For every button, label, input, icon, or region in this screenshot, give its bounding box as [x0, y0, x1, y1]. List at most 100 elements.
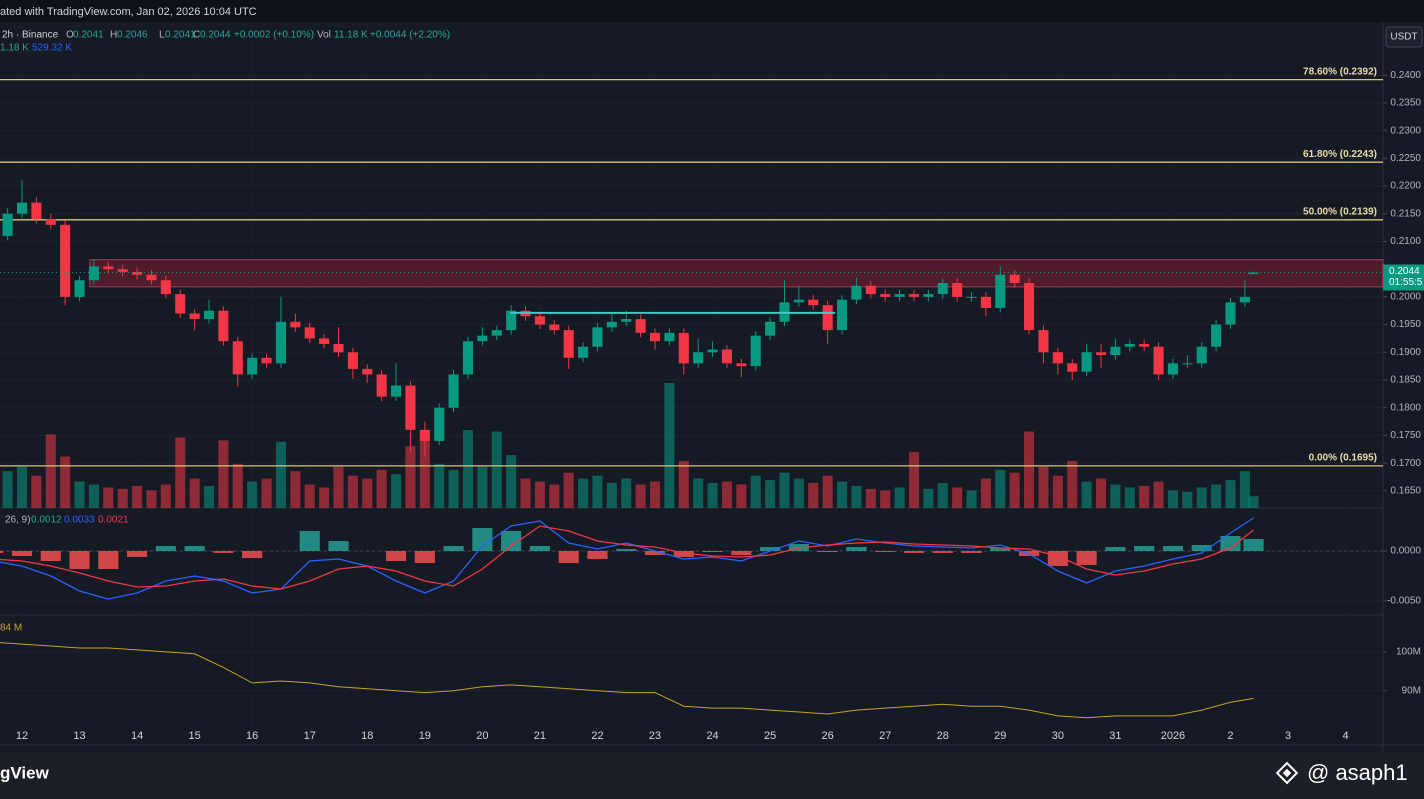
- candle-body: [1009, 274, 1020, 284]
- candle-body: [189, 313, 200, 320]
- candle-body: [1124, 343, 1135, 347]
- volume-bar: [1110, 484, 1121, 508]
- volume-bar: [952, 487, 963, 508]
- macd-histogram: [242, 551, 263, 558]
- candle-body: [2, 213, 13, 236]
- candle-body: [822, 305, 833, 331]
- y-tick-label: 0.2150: [1390, 208, 1421, 219]
- x-tick-label: 26: [822, 730, 834, 742]
- c-label: C: [193, 30, 200, 41]
- x-tick-label: 3: [1285, 730, 1291, 742]
- volume-bar: [793, 478, 804, 508]
- volume-bar: [45, 434, 56, 508]
- vol-label: Vol: [317, 30, 331, 41]
- x-tick-label: 31: [1109, 730, 1121, 742]
- volume-bar: [434, 463, 445, 508]
- candle-body: [16, 202, 28, 214]
- macd-histogram: [1105, 547, 1126, 551]
- candle-body: [793, 299, 804, 303]
- legend: 2h · Binance O 0.2041 H 0.2046 L 0.2041 …: [0, 30, 450, 634]
- volume-bar: [980, 478, 991, 508]
- volume-bar: [1024, 431, 1035, 508]
- candle-body: [563, 330, 574, 358]
- volume-bar: [808, 483, 819, 508]
- x-tick-label: 4: [1343, 730, 1349, 742]
- y-tick-label: 0.1900: [1390, 347, 1421, 358]
- macd-histogram: [846, 547, 867, 551]
- volume-bar: [405, 446, 416, 508]
- candle-body: [649, 332, 661, 342]
- currency-button[interactable]: [1385, 26, 1423, 48]
- volume-bar: [319, 487, 330, 508]
- candle-body: [1110, 346, 1121, 356]
- vol-ma: 1.18 K: [0, 43, 29, 54]
- volume-bar: [908, 452, 920, 508]
- volume-bar: [894, 487, 905, 508]
- volume-bar: [1211, 484, 1222, 508]
- candle-body: [750, 335, 761, 367]
- macd-histogram: [990, 548, 1011, 551]
- candle-body: [678, 332, 689, 364]
- signal-value: 0.0021: [98, 515, 129, 526]
- macd-line: [0, 517, 1254, 600]
- x-tick-label: 22: [591, 730, 603, 742]
- x-tick-label: 19: [419, 730, 431, 742]
- macd-histogram: [1243, 539, 1264, 551]
- volume-bar: [1067, 460, 1078, 508]
- volume-bar: [865, 488, 876, 508]
- candle-body: [434, 407, 445, 441]
- candle-body: [578, 346, 589, 358]
- candle-body: [448, 374, 459, 408]
- volume-bar: [1052, 475, 1063, 508]
- volume-bar: [103, 487, 114, 508]
- volume-bar: [304, 484, 315, 508]
- volume-bar: [261, 478, 272, 508]
- volume-bar: [31, 475, 42, 508]
- macd-histogram: [529, 546, 550, 551]
- candle-body: [837, 299, 848, 331]
- macd-histogram: [875, 551, 896, 552]
- volume-bar: [1248, 496, 1259, 508]
- candle-body: [1024, 283, 1035, 331]
- price-badge: [1383, 264, 1424, 291]
- macd-hist-value: 0.0012: [31, 515, 62, 526]
- macd-histogram: [731, 551, 752, 555]
- candle-body: [31, 202, 42, 220]
- y-tick-label: 0.1700: [1390, 458, 1421, 469]
- bottom-bar: [0, 752, 1424, 799]
- macd-histogram: [155, 546, 176, 551]
- currency[interactable]: USDT: [1390, 32, 1417, 43]
- candle-body: [232, 341, 243, 375]
- y-tick-label: 0.2300: [1390, 125, 1421, 136]
- macd-histogram: [932, 551, 953, 553]
- candle-body: [376, 374, 387, 397]
- candle-body: [1081, 352, 1092, 372]
- volume-bar: [592, 475, 603, 508]
- volume-bar: [419, 437, 430, 508]
- macd-histogram: [385, 551, 407, 561]
- candle-body: [45, 219, 56, 225]
- o-value: 0.2041: [73, 30, 104, 41]
- candle-body: [1211, 324, 1222, 347]
- candle-body: [391, 385, 402, 397]
- candle-body: [218, 310, 229, 342]
- volume-bar: [290, 471, 301, 508]
- candle-body: [74, 280, 85, 297]
- candle-body: [132, 271, 143, 275]
- macd-histogram: [414, 551, 435, 563]
- volume-bar: [1153, 481, 1164, 508]
- volume-bar: [750, 475, 761, 508]
- h-value: 0.2046: [117, 30, 148, 41]
- volume-bar: [1182, 491, 1193, 508]
- volume-bar: [160, 484, 171, 508]
- candle-body: [362, 368, 373, 375]
- candle-body: [808, 299, 819, 306]
- candle-body: [117, 269, 128, 272]
- macd-histogram: [299, 531, 320, 551]
- volume-bar: [923, 488, 934, 508]
- l-label: L: [159, 30, 165, 41]
- y-tick-label: 0.1750: [1390, 430, 1421, 441]
- lower-line: [0, 642, 1254, 719]
